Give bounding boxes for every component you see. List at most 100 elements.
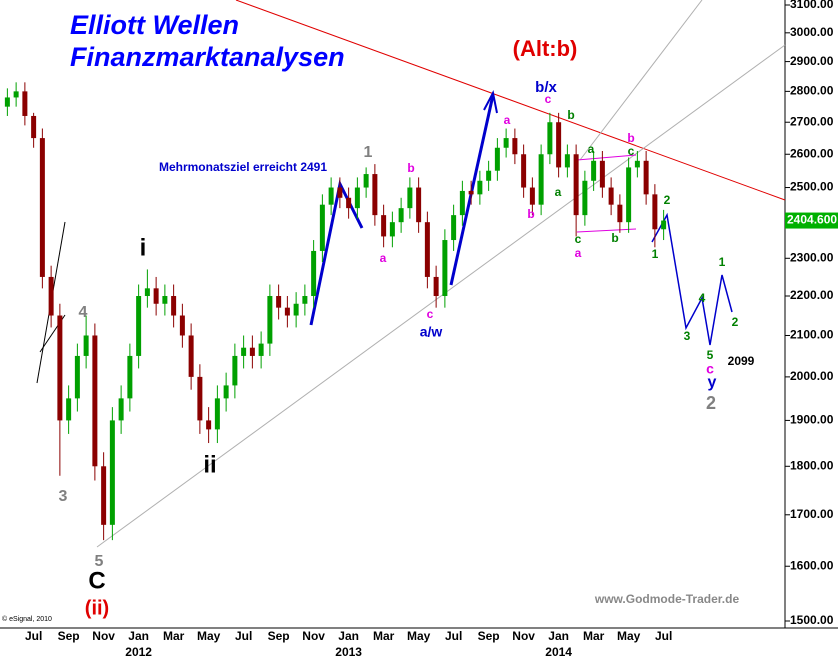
trend-line (235, 0, 786, 201)
candle-body (433, 276, 439, 297)
source: www.Godmode-Trader.de (594, 592, 740, 606)
y-tick-label: 3100.00 (790, 0, 834, 11)
candle-body (626, 167, 632, 223)
y-tick-label: 2100.00 (790, 328, 834, 342)
candle-body (556, 122, 562, 168)
candle-body (302, 296, 308, 304)
x-year-label: 2014 (545, 645, 572, 659)
chart-title: Elliott Wellen (70, 10, 239, 40)
candle-body (381, 215, 387, 237)
candle-body (573, 154, 579, 216)
candle-body (398, 208, 404, 223)
x-tick-label: May (197, 629, 221, 643)
last-price-box (785, 212, 838, 229)
annotation: 1 (652, 247, 659, 261)
x-tick-label: Sep (268, 629, 290, 643)
candle-body (293, 303, 299, 316)
candle-body (223, 385, 229, 399)
candle-body (494, 147, 500, 171)
annotation: y (708, 374, 717, 391)
x-year-label: 2012 (125, 645, 152, 659)
candle-body (118, 398, 124, 421)
candle-body (214, 398, 220, 430)
x-tick-label: Sep (478, 629, 500, 643)
candle-body (232, 355, 238, 386)
y-tick-label: 1700.00 (790, 507, 834, 521)
candle-body (564, 154, 570, 168)
annotation: (Alt:b) (513, 36, 578, 61)
wave-arrow (449, 94, 495, 286)
candle-body (608, 187, 614, 205)
candle-body (258, 343, 264, 356)
candle-body (276, 296, 282, 308)
annotation: 4 (699, 291, 706, 305)
candle-body (179, 315, 185, 336)
candle-body (486, 170, 492, 181)
candle-body (22, 91, 28, 116)
annotation: 2099 (728, 354, 755, 368)
y-tick-label: 1500.00 (790, 613, 834, 627)
candle-body (13, 91, 19, 98)
x-tick-label: Jul (25, 629, 42, 643)
annotation: b (407, 161, 414, 175)
candle-body (206, 420, 212, 430)
annotation: c (427, 307, 434, 321)
annotation: c (545, 92, 552, 106)
annotation: b (627, 131, 634, 145)
y-tick-label: 2900.00 (790, 54, 834, 68)
x-tick-label: Jul (655, 629, 672, 643)
candle-body (547, 122, 553, 155)
candle-body (521, 154, 527, 188)
annotation: a (588, 142, 595, 156)
candle-body (442, 240, 448, 297)
x-tick-label: May (617, 629, 641, 643)
projection-path (651, 212, 733, 346)
chart-subtitle: Finanzmarktanalysen (70, 42, 345, 72)
annotation: ii (203, 451, 216, 478)
candle-body (617, 204, 623, 223)
y-tick-label: 2000.00 (790, 369, 834, 383)
candle-body (599, 160, 605, 188)
annotation: 5 (707, 348, 714, 362)
candle-body (634, 160, 640, 168)
candle-body (92, 335, 98, 467)
annotation: a (504, 113, 511, 127)
candle-body (512, 138, 518, 155)
y-tick-label: 2500.00 (790, 180, 834, 194)
candle-body (39, 138, 45, 277)
arrow-head (483, 90, 498, 114)
y-tick-label: 2300.00 (790, 250, 834, 264)
x-tick-label: Jan (548, 629, 569, 643)
x-tick-label: Nov (92, 629, 115, 643)
candle-body (83, 335, 89, 356)
annotation: C (88, 567, 105, 594)
candle-body (127, 355, 133, 399)
candle-body (109, 420, 115, 525)
annotation: (ii) (85, 597, 109, 619)
candle-body (372, 174, 378, 216)
candle-body (319, 204, 325, 251)
last-price-label: 2404.600 (787, 213, 837, 227)
candle-body (354, 187, 360, 209)
annotation: 2 (664, 193, 671, 207)
candle-body (249, 347, 255, 356)
candle-body (591, 160, 597, 181)
candle-body (188, 335, 194, 377)
annotation: 3 (59, 488, 68, 505)
candle-body (643, 160, 649, 195)
annotation: 1 (719, 255, 726, 269)
candle-body (407, 187, 413, 209)
x-tick-label: Jan (338, 629, 359, 643)
x-tick-label: Jul (445, 629, 462, 643)
annotation: c (628, 144, 635, 158)
x-tick-label: Mar (163, 629, 185, 643)
annotation: a (575, 246, 582, 260)
candle-body (48, 276, 54, 316)
annotation: 3 (684, 329, 691, 343)
y-tick-label: 3000.00 (790, 25, 834, 39)
annotation: b (567, 108, 574, 122)
x-tick-label: Jan (128, 629, 149, 643)
candle-body (197, 376, 203, 421)
candle-body (424, 222, 430, 277)
